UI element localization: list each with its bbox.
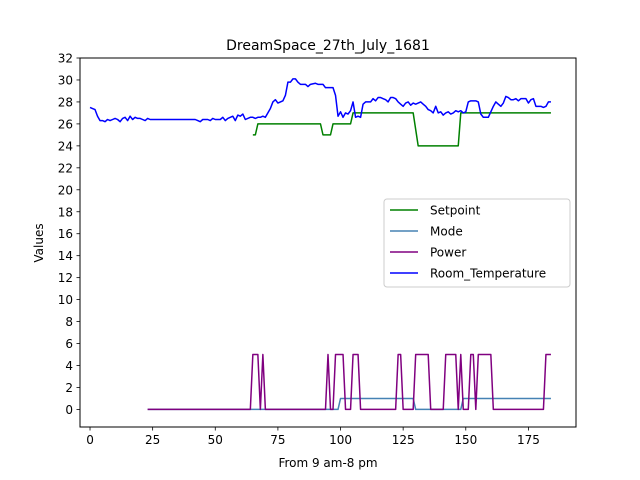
legend-label-setpoint: Setpoint bbox=[430, 204, 481, 218]
y-tick-label: 12 bbox=[58, 271, 73, 285]
x-axis-ticks: 0 25 50 75 100 125 150 175 bbox=[86, 427, 540, 447]
y-tick-label: 20 bbox=[58, 183, 73, 197]
x-tick-label: 75 bbox=[270, 433, 285, 447]
plot-area-frame bbox=[79, 57, 577, 428]
y-tick-label: 28 bbox=[58, 95, 73, 109]
x-tick-label: 100 bbox=[329, 433, 352, 447]
y-tick-label: 22 bbox=[58, 161, 73, 175]
x-tick-label: 25 bbox=[145, 433, 160, 447]
x-tick-label: 175 bbox=[517, 433, 540, 447]
y-tick-label: 26 bbox=[58, 117, 73, 131]
legend-label-power: Power bbox=[430, 246, 466, 260]
y-tick-label: 2 bbox=[65, 381, 73, 395]
y-tick-label: 0 bbox=[65, 403, 73, 417]
y-tick-label: 32 bbox=[58, 52, 73, 66]
series-line-setpoint bbox=[252, 112, 551, 147]
legend-label-room-temperature: Room_Temperature bbox=[430, 267, 546, 281]
y-tick-label: 14 bbox=[58, 249, 73, 263]
series-line-room-temperature bbox=[89, 78, 551, 123]
x-tick-label: 150 bbox=[454, 433, 477, 447]
y-tick-label: 6 bbox=[65, 337, 73, 351]
x-axis-label: From 9 am-8 pm bbox=[278, 456, 377, 470]
legend: Setpoint Mode Power Room_Temperature bbox=[383, 198, 571, 288]
y-tick-label: 8 bbox=[65, 315, 73, 329]
x-tick-label: 50 bbox=[208, 433, 223, 447]
y-tick-label: 18 bbox=[58, 205, 73, 219]
x-tick-label: 125 bbox=[392, 433, 415, 447]
y-tick-label: 4 bbox=[65, 359, 73, 373]
series-line-power bbox=[147, 353, 551, 411]
x-tick-label: 0 bbox=[86, 433, 94, 447]
y-tick-label: 24 bbox=[58, 139, 73, 153]
y-tick-label: 16 bbox=[58, 227, 73, 241]
y-axis-label: Values bbox=[32, 223, 46, 262]
series-layer bbox=[89, 78, 551, 411]
chart-title: DreamSpace_27th_July_1681 bbox=[226, 38, 430, 54]
legend-label-mode: Mode bbox=[430, 225, 463, 239]
y-tick-label: 30 bbox=[58, 73, 73, 87]
legend-box bbox=[383, 198, 571, 288]
y-tick-label: 10 bbox=[58, 293, 73, 307]
